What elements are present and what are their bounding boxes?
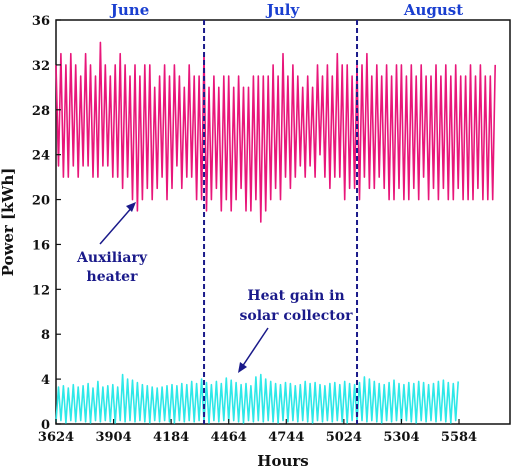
annotation-aux-arrowhead [126,202,136,212]
month-label-august: August [403,1,463,19]
y-tick-label: 4 [41,373,50,388]
series-line-auxiliary-heater [55,41,496,223]
annotation-aux-line-2: heater [87,269,139,285]
annotation-auxiliary-heater: Auxiliary heater [76,202,148,285]
series-layer [55,41,496,424]
y-tick-label: 0 [41,418,50,433]
plot-area-frame [55,19,511,425]
y-tick-label: 20 [32,194,50,209]
y-tick-label: 24 [32,149,50,164]
series-line-heat-gain-solar-collector [55,373,459,424]
y-tick-label: 36 [32,14,50,29]
x-axis-title: Hours [257,452,308,470]
x-tick-label: 5584 [441,430,477,445]
annotation-gain-arrow [239,327,269,371]
x-tick-label: 4464 [211,430,247,445]
annotation-gain-line-1: Heat gain in [247,288,344,304]
x-tick-label: 3904 [95,430,131,445]
y-tick-label: 8 [41,328,50,343]
annotation-gain-arrowhead [238,362,247,373]
annotation-aux-line-1: Auxiliary [76,250,148,266]
month-label-layer: June July August [109,1,463,19]
y-tick-label: 28 [32,104,50,119]
y-axis-title: Power [kWh] [0,168,17,277]
month-label-july: July [265,1,301,19]
x-tick-label: 3624 [38,430,74,445]
annotation-gain-line-2: solar collector [240,308,354,324]
annotation-heat-gain: Heat gain in solar collector [238,288,353,373]
month-label-june: June [109,1,149,19]
x-tick-label: 5024 [326,430,362,445]
tick-layer: 3624 3904 4184 4464 4744 5024 5304 558404812162… [32,14,477,445]
annotation-aux-arrow [99,204,135,245]
x-tick-label: 4744 [268,430,304,445]
month-divider-layer [203,20,359,424]
x-tick-label: 4184 [153,430,189,445]
x-tick-label: 5304 [383,430,419,445]
y-tick-label: 16 [32,238,50,253]
y-tick-label: 12 [32,283,50,298]
y-tick-label: 32 [32,59,50,74]
